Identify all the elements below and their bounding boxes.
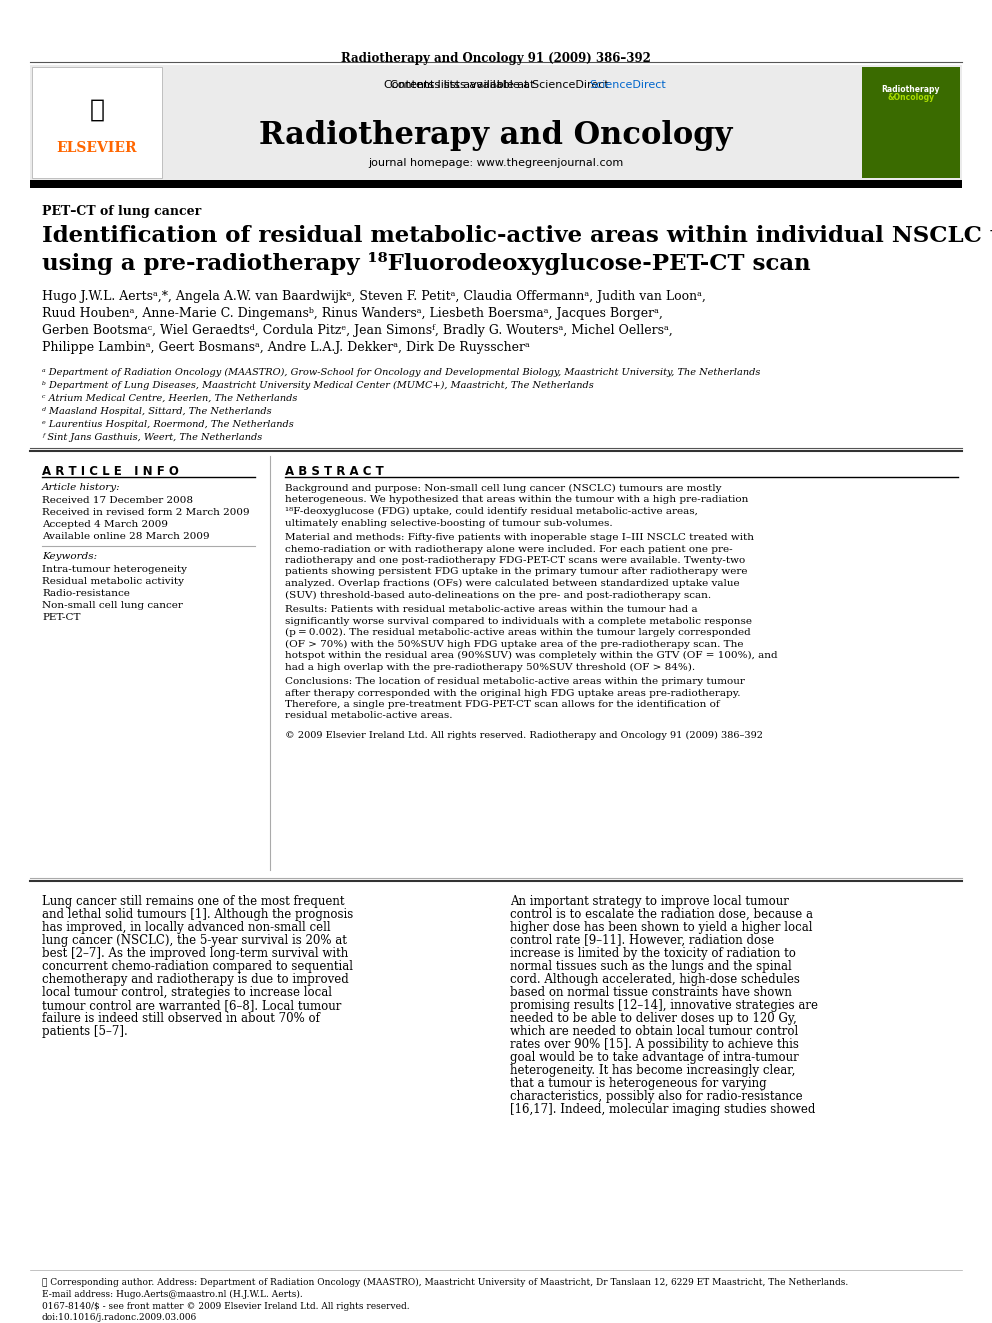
FancyBboxPatch shape [32, 67, 162, 179]
Text: heterogeneous. We hypothesized that areas within the tumour with a high pre-radi: heterogeneous. We hypothesized that area… [285, 496, 748, 504]
Text: 🌳: 🌳 [89, 98, 104, 122]
Text: journal homepage: www.thegreenjournal.com: journal homepage: www.thegreenjournal.co… [368, 157, 624, 168]
Text: Therefore, a single pre-treatment FDG-PET-CT scan allows for the identification : Therefore, a single pre-treatment FDG-PE… [285, 700, 719, 709]
Text: Non-small cell lung cancer: Non-small cell lung cancer [42, 601, 183, 610]
Text: normal tissues such as the lungs and the spinal: normal tissues such as the lungs and the… [510, 960, 792, 972]
Text: ᵈ Maasland Hospital, Sittard, The Netherlands: ᵈ Maasland Hospital, Sittard, The Nether… [42, 407, 272, 415]
Text: hotspot within the residual area (90%SUV) was completely within the GTV (OF = 10: hotspot within the residual area (90%SUV… [285, 651, 778, 660]
Text: ᵉ Laurentius Hospital, Roermond, The Netherlands: ᵉ Laurentius Hospital, Roermond, The Net… [42, 419, 294, 429]
Text: 0167-8140/$ - see front matter © 2009 Elsevier Ireland Ltd. All rights reserved.: 0167-8140/$ - see front matter © 2009 El… [42, 1302, 410, 1311]
Text: Background and purpose: Non-small cell lung cancer (NSCLC) tumours are mostly: Background and purpose: Non-small cell l… [285, 484, 721, 493]
Text: Accepted 4 March 2009: Accepted 4 March 2009 [42, 520, 168, 529]
FancyBboxPatch shape [30, 180, 962, 188]
Text: chemotherapy and radiotherapy is due to improved: chemotherapy and radiotherapy is due to … [42, 972, 349, 986]
Text: ¹⁸F-deoxyglucose (FDG) uptake, could identify residual metabolic-active areas,: ¹⁸F-deoxyglucose (FDG) uptake, could ide… [285, 507, 698, 516]
Text: Available online 28 March 2009: Available online 28 March 2009 [42, 532, 209, 541]
Text: tumour control are warranted [6–8]. Local tumour: tumour control are warranted [6–8]. Loca… [42, 999, 341, 1012]
Text: A B S T R A C T: A B S T R A C T [285, 464, 384, 478]
Text: (OF > 70%) with the 50%SUV high FDG uptake area of the pre-radiotherapy scan. Th: (OF > 70%) with the 50%SUV high FDG upta… [285, 639, 743, 648]
Text: © 2009 Elsevier Ireland Ltd. All rights reserved. Radiotherapy and Oncology 91 (: © 2009 Elsevier Ireland Ltd. All rights … [285, 732, 763, 740]
Text: lung cancer (NSCLC), the 5-year survival is 20% at: lung cancer (NSCLC), the 5-year survival… [42, 934, 347, 947]
Text: has improved, in locally advanced non-small cell: has improved, in locally advanced non-sm… [42, 921, 330, 934]
Text: analyzed. Overlap fractions (OFs) were calculated between standardized uptake va: analyzed. Overlap fractions (OFs) were c… [285, 579, 740, 589]
Text: radiotherapy and one post-radiotherapy FDG-PET-CT scans were available. Twenty-t: radiotherapy and one post-radiotherapy F… [285, 556, 745, 565]
FancyBboxPatch shape [862, 67, 960, 179]
Text: ᶠ Sint Jans Gasthuis, Weert, The Netherlands: ᶠ Sint Jans Gasthuis, Weert, The Netherl… [42, 433, 262, 442]
Text: Contents lists available at ScienceDirect: Contents lists available at ScienceDirec… [384, 79, 608, 90]
Text: Lung cancer still remains one of the most frequent: Lung cancer still remains one of the mos… [42, 894, 344, 908]
Text: Received 17 December 2008: Received 17 December 2008 [42, 496, 193, 505]
Text: PET–CT of lung cancer: PET–CT of lung cancer [42, 205, 201, 218]
Text: patients showing persistent FDG uptake in the primary tumour after radiotherapy : patients showing persistent FDG uptake i… [285, 568, 748, 577]
Text: An important strategy to improve local tumour: An important strategy to improve local t… [510, 894, 789, 908]
FancyBboxPatch shape [30, 65, 962, 180]
Text: significantly worse survival compared to individuals with a complete metabolic r: significantly worse survival compared to… [285, 617, 752, 626]
Text: PET-CT: PET-CT [42, 613, 80, 622]
Text: based on normal tissue constraints have shown: based on normal tissue constraints have … [510, 986, 792, 999]
Text: Article history:: Article history: [42, 483, 121, 492]
Text: Hugo J.W.L. Aertsᵃ,*, Angela A.W. van Baardwijkᵃ, Steven F. Petitᵃ, Claudia Offe: Hugo J.W.L. Aertsᵃ,*, Angela A.W. van Ba… [42, 290, 706, 303]
Text: increase is limited by the toxicity of radiation to: increase is limited by the toxicity of r… [510, 947, 796, 960]
Text: Radiotherapy and Oncology: Radiotherapy and Oncology [259, 120, 733, 151]
Text: control rate [9–11]. However, radiation dose: control rate [9–11]. However, radiation … [510, 934, 774, 947]
Text: doi:10.1016/j.radonc.2009.03.006: doi:10.1016/j.radonc.2009.03.006 [42, 1312, 197, 1322]
Text: ScienceDirect: ScienceDirect [589, 79, 666, 90]
Text: control is to escalate the radiation dose, because a: control is to escalate the radiation dos… [510, 908, 813, 921]
Text: Philippe Lambinᵃ, Geert Bosmansᵃ, Andre L.A.J. Dekkerᵃ, Dirk De Ruysscherᵃ: Philippe Lambinᵃ, Geert Bosmansᵃ, Andre … [42, 341, 530, 355]
Text: Keywords:: Keywords: [42, 552, 97, 561]
Text: Ruud Houbenᵃ, Anne-Marie C. Dingemansᵇ, Rinus Wandersᵃ, Liesbeth Boersmaᵃ, Jacqu: Ruud Houbenᵃ, Anne-Marie C. Dingemansᵇ, … [42, 307, 663, 320]
Text: ᵇ Department of Lung Diseases, Maastricht University Medical Center (MUMC+), Maa: ᵇ Department of Lung Diseases, Maastrich… [42, 381, 594, 390]
Text: using a pre-radiotherapy ¹⁸Fluorodeoxyglucose-PET-CT scan: using a pre-radiotherapy ¹⁸Fluorodeoxygl… [42, 251, 810, 275]
Text: characteristics, possibly also for radio-resistance: characteristics, possibly also for radio… [510, 1090, 803, 1103]
Text: after therapy corresponded with the original high FDG uptake areas pre-radiother: after therapy corresponded with the orig… [285, 688, 740, 697]
Text: residual metabolic-active areas.: residual metabolic-active areas. [285, 712, 452, 721]
Text: had a high overlap with the pre-radiotherapy 50%SUV threshold (OF > 84%).: had a high overlap with the pre-radiothe… [285, 663, 695, 672]
Text: cord. Although accelerated, high-dose schedules: cord. Although accelerated, high-dose sc… [510, 972, 800, 986]
Text: Identification of residual metabolic-active areas within individual NSCLC tumour: Identification of residual metabolic-act… [42, 225, 992, 247]
Text: best [2–7]. As the improved long-term survival with: best [2–7]. As the improved long-term su… [42, 947, 348, 960]
Text: that a tumour is heterogeneous for varying: that a tumour is heterogeneous for varyi… [510, 1077, 767, 1090]
Text: Gerben Bootsmaᶜ, Wiel Geraedtsᵈ, Cordula Pitzᵉ, Jean Simonsᶠ, Bradly G. Woutersᵃ: Gerben Bootsmaᶜ, Wiel Geraedtsᵈ, Cordula… [42, 324, 673, 337]
Text: higher dose has been shown to yield a higher local: higher dose has been shown to yield a hi… [510, 921, 812, 934]
Text: ultimately enabling selective-boosting of tumour sub-volumes.: ultimately enabling selective-boosting o… [285, 519, 613, 528]
Text: Radiotherapy: Radiotherapy [882, 85, 940, 94]
Text: and lethal solid tumours [1]. Although the prognosis: and lethal solid tumours [1]. Although t… [42, 908, 353, 921]
Text: concurrent chemo-radiation compared to sequential: concurrent chemo-radiation compared to s… [42, 960, 353, 972]
Text: Intra-tumour heterogeneity: Intra-tumour heterogeneity [42, 565, 187, 574]
Text: ELSEVIER: ELSEVIER [57, 142, 137, 155]
Text: needed to be able to deliver doses up to 120 Gy,: needed to be able to deliver doses up to… [510, 1012, 797, 1025]
Text: Radiotherapy and Oncology 91 (2009) 386–392: Radiotherapy and Oncology 91 (2009) 386–… [341, 52, 651, 65]
Text: heterogeneity. It has become increasingly clear,: heterogeneity. It has become increasingl… [510, 1064, 796, 1077]
Text: (p = 0.002). The residual metabolic-active areas within the tumour largely corre: (p = 0.002). The residual metabolic-acti… [285, 628, 751, 638]
Text: ᶜ Atrium Medical Centre, Heerlen, The Netherlands: ᶜ Atrium Medical Centre, Heerlen, The Ne… [42, 394, 298, 404]
Text: Radio-resistance: Radio-resistance [42, 589, 130, 598]
Text: which are needed to obtain local tumour control: which are needed to obtain local tumour … [510, 1025, 799, 1039]
Text: Received in revised form 2 March 2009: Received in revised form 2 March 2009 [42, 508, 250, 517]
Text: Conclusions: The location of residual metabolic-active areas within the primary : Conclusions: The location of residual me… [285, 677, 745, 687]
Text: Results: Patients with residual metabolic-active areas within the tumour had a: Results: Patients with residual metaboli… [285, 605, 697, 614]
Text: Contents lists available at: Contents lists available at [390, 79, 538, 90]
Text: patients [5–7].: patients [5–7]. [42, 1025, 128, 1039]
Text: ★ Corresponding author. Address: Department of Radiation Oncology (MAASTRO), Maa: ★ Corresponding author. Address: Departm… [42, 1278, 848, 1287]
Text: Material and methods: Fifty-five patients with inoperable stage I–III NSCLC trea: Material and methods: Fifty-five patient… [285, 533, 754, 542]
Text: E-mail address: Hugo.Aerts@maastro.nl (H.J.W.L. Aerts).: E-mail address: Hugo.Aerts@maastro.nl (H… [42, 1290, 303, 1299]
Text: &Oncology: &Oncology [888, 93, 934, 102]
Text: goal would be to take advantage of intra-tumour: goal would be to take advantage of intra… [510, 1050, 799, 1064]
Text: rates over 90% [15]. A possibility to achieve this: rates over 90% [15]. A possibility to ac… [510, 1039, 799, 1050]
Text: ᵃ Department of Radiation Oncology (MAASTRO), Grow-School for Oncology and Devel: ᵃ Department of Radiation Oncology (MAAS… [42, 368, 761, 377]
Text: (SUV) threshold-based auto-delineations on the pre- and post-radiotherapy scan.: (SUV) threshold-based auto-delineations … [285, 590, 711, 599]
Text: A R T I C L E   I N F O: A R T I C L E I N F O [42, 464, 179, 478]
Text: promising results [12–14], innovative strategies are: promising results [12–14], innovative st… [510, 999, 818, 1012]
Text: Residual metabolic activity: Residual metabolic activity [42, 577, 184, 586]
Text: local tumour control, strategies to increase local: local tumour control, strategies to incr… [42, 986, 332, 999]
Text: failure is indeed still observed in about 70% of: failure is indeed still observed in abou… [42, 1012, 319, 1025]
Text: [16,17]. Indeed, molecular imaging studies showed: [16,17]. Indeed, molecular imaging studi… [510, 1103, 815, 1117]
Text: chemo-radiation or with radiotherapy alone were included. For each patient one p: chemo-radiation or with radiotherapy alo… [285, 545, 733, 553]
